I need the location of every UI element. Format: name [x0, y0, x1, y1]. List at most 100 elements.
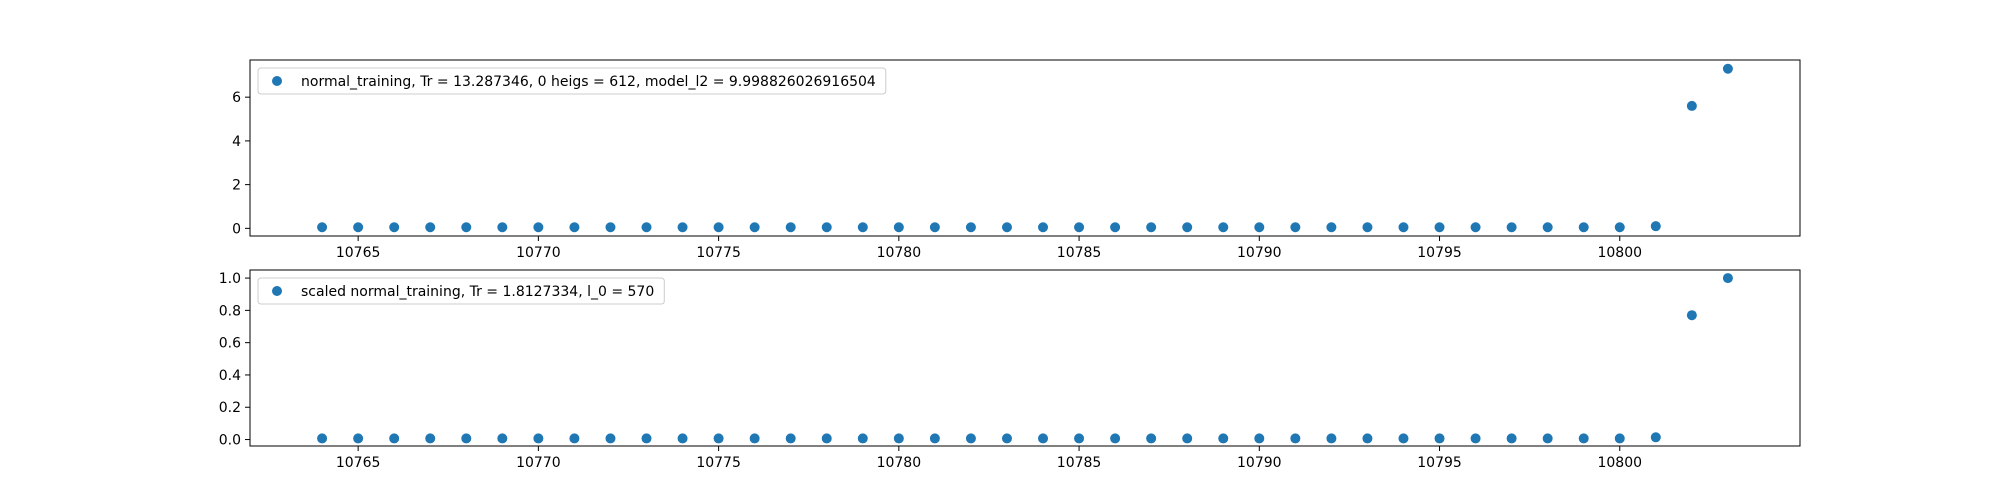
data-point [533, 222, 544, 233]
y-tick-label: 0 [232, 221, 241, 237]
x-tick-label: 10800 [1597, 455, 1642, 471]
chart-panel-2: 10765 10770 10775 10780 10785 10790 10795 10800… [219, 269, 1801, 471]
data-point [677, 222, 688, 233]
y-tick-label: 1.0 [219, 271, 241, 287]
y-tick-label: 0.8 [219, 303, 241, 319]
data-point [857, 433, 868, 444]
data-point [1362, 433, 1373, 444]
legend-marker [272, 286, 282, 296]
legend: scaled normal_training, Tr = 1.8127334, … [257, 277, 665, 305]
data-point [965, 222, 976, 233]
data-point [317, 433, 328, 444]
data-point [1074, 433, 1085, 444]
data-point [1146, 433, 1157, 444]
x-tick-label: 10790 [1237, 455, 1282, 471]
x-tick-label: 10780 [877, 455, 922, 471]
data-point [1614, 222, 1625, 233]
data-point [317, 222, 328, 233]
data-point [1001, 222, 1012, 233]
data-point [893, 222, 904, 233]
x-tick-label: 10770 [516, 245, 561, 261]
data-point [1722, 63, 1733, 74]
data-point [1434, 433, 1445, 444]
data-point [389, 433, 400, 444]
legend-box [257, 277, 665, 305]
y-tick-label: 0.2 [219, 400, 241, 416]
data-point [1182, 433, 1193, 444]
data-point [533, 433, 544, 444]
data-point [713, 433, 724, 444]
x-tick-label: 10775 [696, 245, 741, 261]
data-point [785, 222, 796, 233]
data-point [1506, 433, 1517, 444]
data-point [749, 222, 760, 233]
data-point [569, 433, 580, 444]
x-tick-label: 10775 [696, 455, 741, 471]
data-point [641, 433, 652, 444]
y-tick-label: 4 [232, 134, 241, 150]
data-point [1578, 433, 1589, 444]
y-tick-label: 0.6 [219, 336, 241, 352]
data-point [821, 433, 832, 444]
y-tick-label: 0.4 [219, 368, 241, 384]
data-point [1434, 222, 1445, 233]
data-point [1038, 433, 1049, 444]
legend-label: scaled normal_training, Tr = 1.8127334, … [301, 284, 654, 300]
x-tick-label: 10765 [336, 245, 381, 261]
x-tick-label: 10795 [1417, 245, 1462, 261]
data-point [1110, 433, 1121, 444]
data-point [1218, 433, 1229, 444]
data-point [1722, 273, 1733, 284]
data-point [1542, 433, 1553, 444]
data-point [1614, 433, 1625, 444]
data-point [821, 222, 832, 233]
data-point [1470, 433, 1481, 444]
chart-panel-1: 10765 10770 10775 10780 10785 10790 10795 10800… [232, 59, 1801, 261]
data-point [461, 222, 472, 233]
data-point [1001, 433, 1012, 444]
data-point [857, 222, 868, 233]
data-point [1326, 433, 1337, 444]
data-point [713, 222, 724, 233]
data-point [605, 222, 616, 233]
legend-label: normal_training, Tr = 13.287346, 0 heigs… [301, 74, 876, 90]
axes-frame [249, 59, 1801, 237]
data-point [1398, 222, 1409, 233]
data-point [1074, 222, 1085, 233]
axes-frame [249, 269, 1801, 447]
data-point [1290, 433, 1301, 444]
data-point [569, 222, 580, 233]
data-point [353, 222, 364, 233]
data-point [677, 433, 688, 444]
series-1 [317, 63, 1733, 233]
data-point [1686, 100, 1697, 111]
data-point [641, 222, 652, 233]
data-point [497, 433, 508, 444]
data-point [1326, 222, 1337, 233]
data-point [1218, 222, 1229, 233]
data-point [1038, 222, 1049, 233]
legend-box [257, 67, 887, 95]
x-tick-label: 10770 [516, 455, 561, 471]
y-tick-label: 6 [232, 90, 241, 106]
series-1 [317, 273, 1733, 444]
data-point [425, 433, 436, 444]
data-point [1290, 222, 1301, 233]
data-point [1542, 222, 1553, 233]
data-point [1650, 221, 1661, 232]
data-point [1110, 222, 1121, 233]
x-tick-label: 10785 [1057, 245, 1102, 261]
data-point [1686, 310, 1697, 321]
y-tick-label: 2 [232, 178, 241, 194]
data-point [389, 222, 400, 233]
legend: normal_training, Tr = 13.287346, 0 heigs… [257, 67, 887, 95]
data-point [965, 433, 976, 444]
x-tick-label: 10795 [1417, 455, 1462, 471]
data-point [605, 433, 616, 444]
data-point [1650, 432, 1661, 443]
data-point [749, 433, 760, 444]
x-tick-label: 10800 [1597, 245, 1642, 261]
x-tick-label: 10790 [1237, 245, 1282, 261]
data-point [1398, 433, 1409, 444]
